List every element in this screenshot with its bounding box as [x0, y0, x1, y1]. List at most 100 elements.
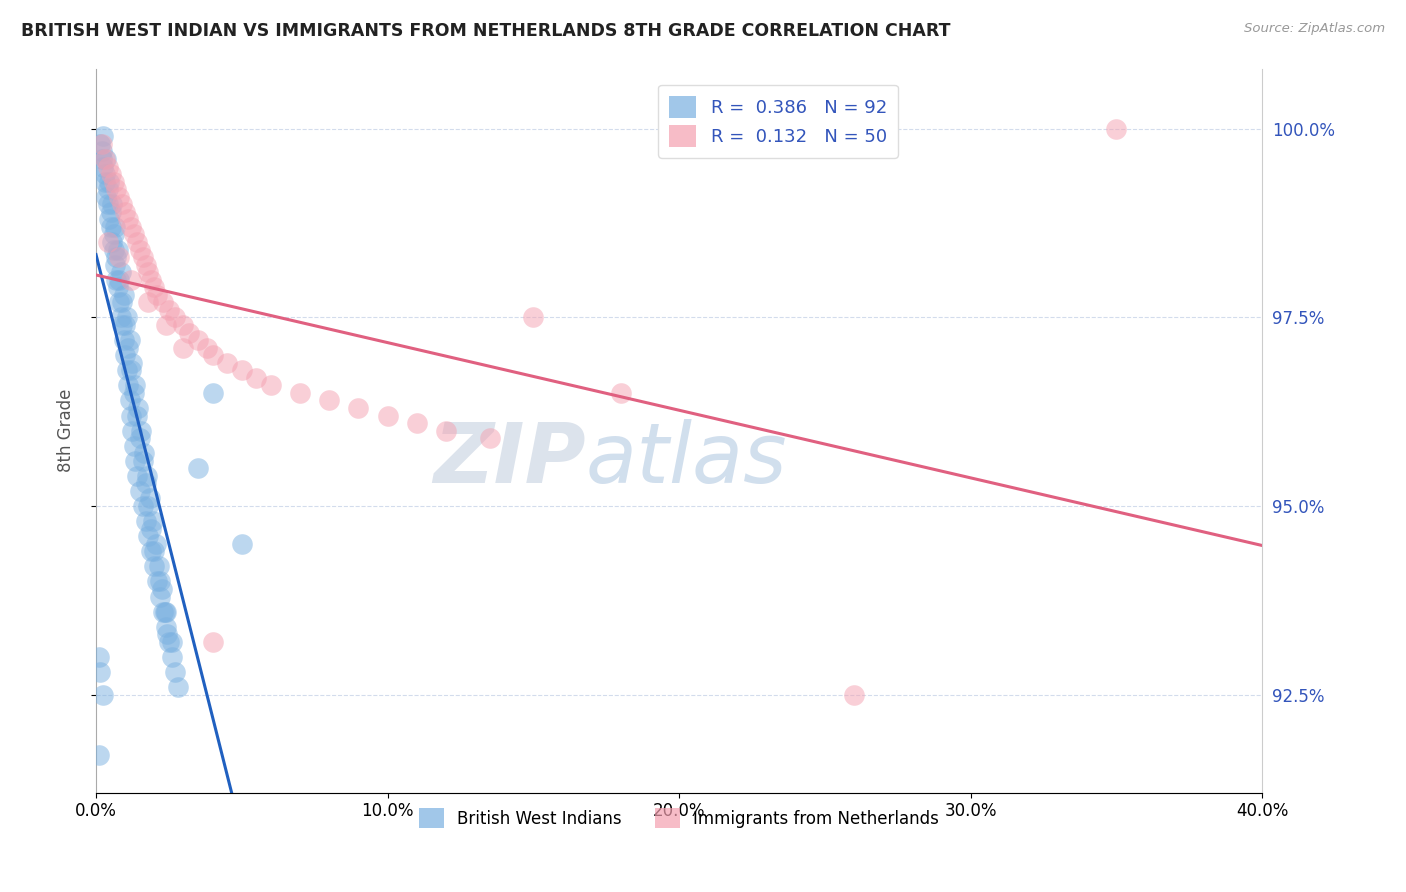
- Point: [143, 559, 166, 574]
- Point: [149, 574, 172, 589]
- Point: [100, 204, 122, 219]
- Point: [138, 529, 160, 543]
- Point: [124, 378, 146, 392]
- Point: [89, 665, 111, 679]
- Point: [245, 371, 267, 385]
- Point: [135, 258, 157, 272]
- Point: [405, 416, 427, 430]
- Point: [112, 288, 135, 302]
- Point: [97, 160, 120, 174]
- Point: [117, 378, 139, 392]
- Point: [127, 401, 149, 415]
- Text: atlas: atlas: [586, 419, 787, 500]
- Point: [104, 219, 127, 234]
- Point: [201, 385, 224, 400]
- Point: [115, 363, 138, 377]
- Point: [150, 582, 173, 596]
- Point: [842, 688, 865, 702]
- Point: [90, 145, 112, 159]
- Point: [91, 688, 114, 702]
- Point: [94, 152, 117, 166]
- Point: [122, 385, 145, 400]
- Point: [118, 333, 141, 347]
- Point: [120, 273, 142, 287]
- Point: [118, 393, 141, 408]
- Point: [89, 136, 111, 151]
- Point: [172, 318, 194, 332]
- Point: [120, 219, 142, 234]
- Point: [105, 182, 128, 196]
- Point: [166, 680, 188, 694]
- Point: [138, 295, 160, 310]
- Point: [128, 431, 150, 445]
- Y-axis label: 8th Grade: 8th Grade: [58, 389, 75, 472]
- Point: [141, 273, 163, 287]
- Point: [163, 310, 186, 325]
- Text: ZIP: ZIP: [433, 419, 586, 500]
- Point: [96, 190, 118, 204]
- Point: [94, 175, 117, 189]
- Legend: British West Indians, Immigrants from Netherlands: British West Indians, Immigrants from Ne…: [412, 801, 946, 835]
- Point: [100, 167, 122, 181]
- Point: [103, 175, 125, 189]
- Point: [434, 424, 457, 438]
- Point: [609, 385, 631, 400]
- Point: [135, 514, 157, 528]
- Point: [139, 491, 162, 506]
- Point: [117, 212, 139, 227]
- Point: [128, 483, 150, 498]
- Point: [100, 219, 122, 234]
- Point: [187, 333, 209, 347]
- Point: [124, 454, 146, 468]
- Point: [125, 235, 148, 249]
- Point: [288, 385, 311, 400]
- Point: [152, 295, 174, 310]
- Text: BRITISH WEST INDIAN VS IMMIGRANTS FROM NETHERLANDS 8TH GRADE CORRELATION CHART: BRITISH WEST INDIAN VS IMMIGRANTS FROM N…: [21, 22, 950, 40]
- Point: [98, 175, 121, 189]
- Point: [121, 356, 143, 370]
- Point: [149, 590, 172, 604]
- Point: [114, 204, 136, 219]
- Point: [201, 634, 224, 648]
- Point: [155, 318, 177, 332]
- Point: [125, 468, 148, 483]
- Point: [114, 348, 136, 362]
- Point: [143, 280, 166, 294]
- Point: [111, 197, 134, 211]
- Point: [217, 356, 239, 370]
- Point: [122, 227, 145, 242]
- Point: [87, 747, 110, 762]
- Point: [97, 197, 120, 211]
- Point: [128, 243, 150, 257]
- Point: [90, 152, 112, 166]
- Point: [101, 197, 124, 211]
- Point: [111, 318, 134, 332]
- Point: [120, 363, 142, 377]
- Point: [103, 243, 125, 257]
- Point: [138, 499, 160, 513]
- Point: [103, 227, 125, 242]
- Point: [96, 152, 118, 166]
- Point: [90, 136, 112, 151]
- Point: [111, 295, 134, 310]
- Point: [131, 454, 153, 468]
- Point: [114, 318, 136, 332]
- Point: [163, 665, 186, 679]
- Point: [141, 522, 163, 536]
- Point: [108, 295, 131, 310]
- Point: [104, 258, 127, 272]
- Point: [108, 190, 131, 204]
- Point: [148, 559, 170, 574]
- Point: [138, 265, 160, 279]
- Point: [135, 476, 157, 491]
- Point: [187, 461, 209, 475]
- Point: [195, 341, 218, 355]
- Point: [120, 409, 142, 423]
- Point: [156, 627, 179, 641]
- Point: [108, 250, 131, 264]
- Point: [131, 499, 153, 513]
- Point: [94, 167, 117, 181]
- Point: [98, 212, 121, 227]
- Point: [157, 634, 180, 648]
- Point: [260, 378, 283, 392]
